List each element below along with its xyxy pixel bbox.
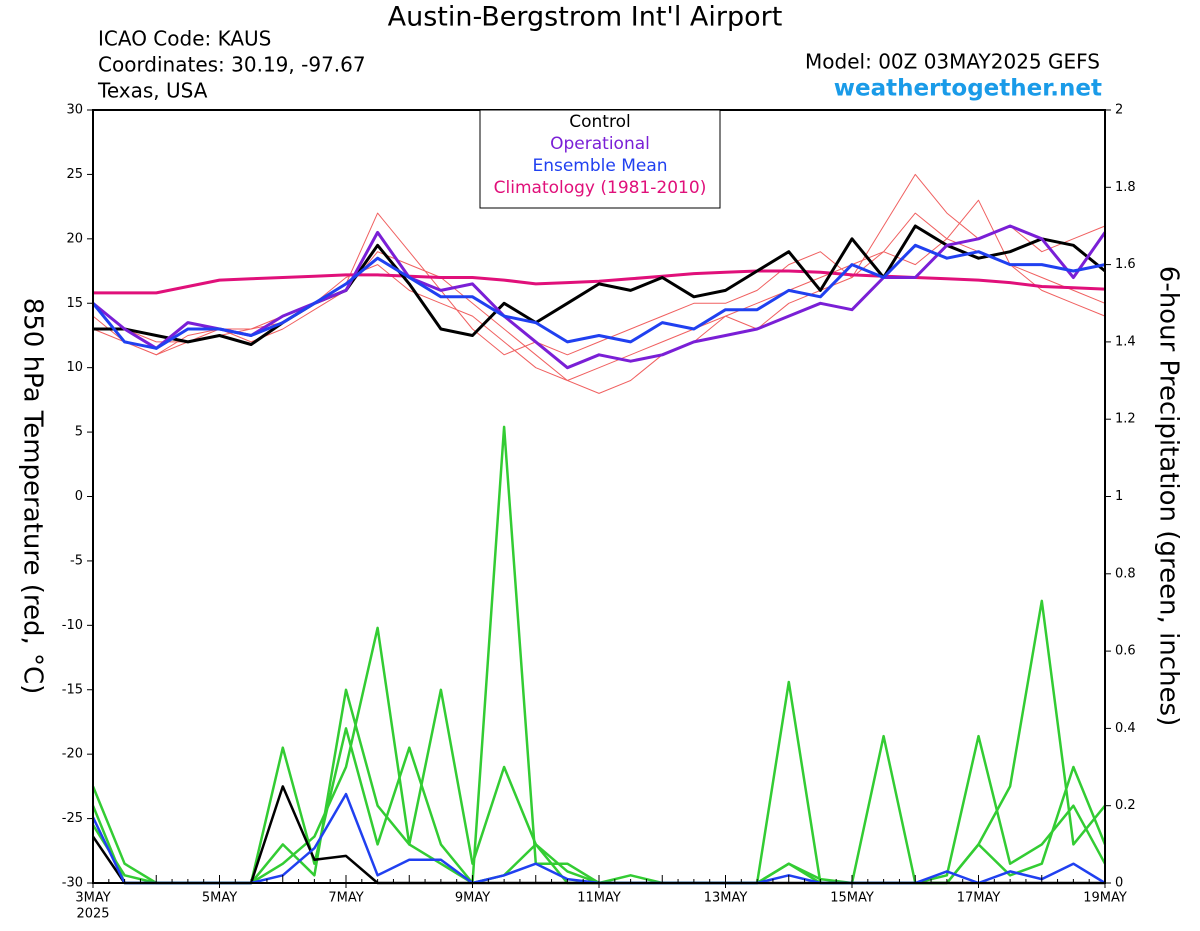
- x-tick-label: 5MAY: [202, 891, 237, 906]
- x-tick-label: 13MAY: [704, 891, 748, 906]
- y-tick-label: 0: [75, 489, 83, 504]
- y2-tick-label: 0: [1115, 876, 1123, 891]
- y2-tick-label: 0.8: [1115, 566, 1136, 581]
- y-tick-label: 15: [66, 296, 83, 311]
- series-line: [91, 243, 1106, 350]
- x-tick-label: 15MAY: [830, 891, 874, 906]
- y-tick-label: 30: [66, 103, 83, 118]
- icao: ICAO Code: KAUS: [98, 27, 271, 51]
- y-tick-label: -30: [62, 876, 83, 891]
- y-tick-label: 25: [66, 167, 83, 182]
- coordinates: Coordinates: 30.19, -97.67: [98, 53, 366, 77]
- legend-entry: Operational: [550, 134, 650, 154]
- y-tick-label: -25: [62, 811, 83, 826]
- y-axis-label: 850 hPa Temperature (red, °C): [18, 298, 48, 695]
- x-tick-label: 11MAY: [577, 891, 621, 906]
- site: weathertogether.net: [834, 76, 1102, 102]
- member-line: [92, 173, 1106, 356]
- y2-tick-label: 1: [1115, 489, 1123, 504]
- location: Texas, USA: [97, 79, 208, 103]
- y-tick-label: 5: [75, 425, 83, 440]
- y2-tick-label: 0.6: [1115, 644, 1136, 659]
- x-tick-label: 17MAY: [957, 891, 1001, 906]
- y2-axis-label: 6-hour Precipitation (green, inches): [1154, 266, 1184, 726]
- y-tick-label: -10: [62, 618, 83, 633]
- plot-area: [91, 173, 1107, 885]
- model: Model: 00Z 03MAY2025 GEFS: [805, 50, 1100, 74]
- legend-entry: Control: [569, 112, 630, 132]
- x-tick-label: 7MAY: [328, 891, 363, 906]
- y-tick-label: -5: [70, 553, 83, 568]
- member-line: [92, 199, 1106, 394]
- x-tick-label: 9MAY: [455, 891, 490, 906]
- y2-tick-label: 1.8: [1115, 180, 1136, 195]
- legend-entry: Climatology (1981-2010): [494, 178, 707, 198]
- y2-tick-label: 0.2: [1115, 798, 1136, 813]
- y-tick-label: -20: [62, 747, 83, 762]
- y2-tick-label: 1.6: [1115, 257, 1136, 272]
- x-tick-label: 3MAY: [75, 891, 110, 906]
- y-tick-label: -15: [62, 682, 83, 697]
- member-line: [91, 599, 1106, 885]
- legend-box: [479, 109, 721, 209]
- legend-entry: Ensemble Mean: [532, 156, 667, 176]
- y2-tick-label: 2: [1115, 103, 1123, 118]
- y2-tick-label: 1.2: [1115, 412, 1136, 427]
- x-tick-label: 19MAY: [1083, 891, 1127, 906]
- plot-frame: [92, 109, 1106, 884]
- series-line: [93, 224, 1106, 346]
- y2-tick-label: 1.4: [1115, 334, 1136, 349]
- x-sublabel: 2025: [76, 907, 109, 922]
- y2-tick-label: 0.4: [1115, 721, 1136, 736]
- y-tick-label: 10: [66, 360, 83, 375]
- member-line: [91, 792, 1106, 885]
- series-line: [92, 224, 1107, 370]
- y-tick-label: 20: [66, 231, 83, 246]
- member-line: [91, 425, 1107, 885]
- chart-title: Austin-Bergstrom Int'l Airport: [388, 2, 783, 33]
- series-line: [93, 269, 1106, 295]
- member-line: [91, 785, 1105, 885]
